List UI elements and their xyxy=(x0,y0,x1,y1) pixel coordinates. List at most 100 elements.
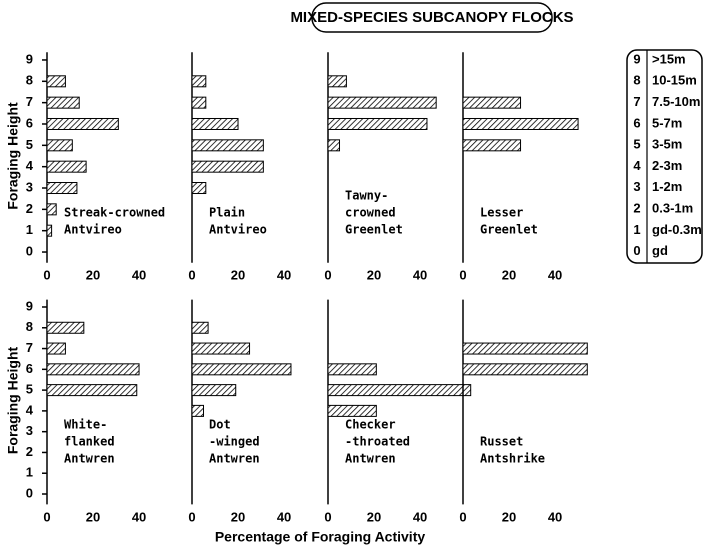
legend-label: 1-2m xyxy=(652,179,682,194)
chart-title: MIXED-SPECIES SUBCANOPY FLOCKS xyxy=(290,9,573,26)
bar xyxy=(327,363,377,376)
y-axis-label: Foraging Height xyxy=(5,347,21,455)
bar xyxy=(462,139,522,152)
panel-label: Plain xyxy=(209,206,245,220)
x-tick-label: 0 xyxy=(324,509,331,524)
y-tick-label: 3 xyxy=(26,179,33,194)
x-tick-label: 0 xyxy=(459,509,466,524)
panel-label: -winged xyxy=(209,435,260,449)
x-tick-label: 40 xyxy=(132,267,146,282)
legend-label: 5-7m xyxy=(652,115,682,130)
bar xyxy=(191,139,264,152)
bar xyxy=(46,224,53,237)
legend-code: 2 xyxy=(633,201,640,216)
x-tick-label: 40 xyxy=(132,509,146,524)
bar xyxy=(46,160,87,173)
y-tick-label: 8 xyxy=(26,73,33,88)
y-tick-label: 7 xyxy=(26,340,33,355)
bar xyxy=(327,384,472,397)
legend-code: 3 xyxy=(633,179,640,194)
bar xyxy=(462,342,588,355)
bar xyxy=(46,96,80,109)
legend-label: 10-15m xyxy=(652,73,697,88)
y-tick-label: 6 xyxy=(26,361,33,376)
x-tick-label: 40 xyxy=(548,509,562,524)
x-tick-label: 40 xyxy=(277,267,291,282)
bar xyxy=(327,404,377,417)
bar xyxy=(191,75,207,88)
bar xyxy=(46,75,66,88)
legend-code: 6 xyxy=(633,115,640,130)
panel-label: Russet xyxy=(480,435,523,449)
bar xyxy=(191,321,209,334)
x-axis-label: Percentage of Foraging Activity xyxy=(215,529,426,545)
x-tick-label: 20 xyxy=(367,267,381,282)
x-tick-label: 40 xyxy=(413,267,427,282)
bar xyxy=(191,384,237,397)
y-tick-label: 3 xyxy=(26,423,33,438)
y-tick-label: 0 xyxy=(26,485,33,500)
panel-label: crowned xyxy=(345,206,396,220)
x-tick-label: 20 xyxy=(502,509,516,524)
panel-label: Lesser xyxy=(480,206,523,220)
y-tick-label: 8 xyxy=(26,319,33,334)
x-tick-label: 20 xyxy=(86,509,100,524)
y-tick-label: 1 xyxy=(26,465,33,480)
panel-label: Tawny- xyxy=(345,189,388,203)
x-tick-label: 0 xyxy=(324,267,331,282)
bar xyxy=(462,96,522,109)
x-tick-label: 0 xyxy=(43,509,50,524)
bar xyxy=(327,96,437,109)
bar xyxy=(46,139,73,152)
bar xyxy=(46,363,140,376)
legend-label: 0.3-1m xyxy=(652,201,693,216)
bar xyxy=(46,117,119,130)
panel-label: Antwren xyxy=(64,452,115,466)
y-tick-label: 9 xyxy=(26,51,33,66)
x-tick-label: 0 xyxy=(188,267,195,282)
x-tick-label: 20 xyxy=(231,509,245,524)
bar xyxy=(191,182,207,195)
legend-code: 7 xyxy=(633,94,640,109)
panel-label: Checker xyxy=(345,418,396,432)
bar xyxy=(46,182,78,195)
y-tick-label: 0 xyxy=(26,243,33,258)
panel-label: Antshrike xyxy=(480,452,545,466)
bar xyxy=(191,117,239,130)
bar xyxy=(191,342,251,355)
y-tick-label: 1 xyxy=(26,222,33,237)
legend-code: 5 xyxy=(633,137,640,152)
legend-box xyxy=(626,49,703,264)
x-tick-label: 40 xyxy=(413,509,427,524)
panel-label: Antvireo xyxy=(64,223,122,237)
panel-label: Greenlet xyxy=(480,223,538,237)
panel-label: Greenlet xyxy=(345,223,403,237)
bar xyxy=(191,404,205,417)
panel-label: Antwren xyxy=(345,452,396,466)
bar xyxy=(46,342,66,355)
y-tick-label: 5 xyxy=(26,137,33,152)
x-tick-label: 0 xyxy=(459,267,466,282)
x-tick-label: 20 xyxy=(86,267,100,282)
x-tick-label: 20 xyxy=(367,509,381,524)
y-tick-label: 4 xyxy=(26,402,34,417)
bar xyxy=(46,203,57,216)
x-tick-label: 20 xyxy=(231,267,245,282)
bar xyxy=(327,139,341,152)
panel-label: -throated xyxy=(345,435,410,449)
legend-code: 0 xyxy=(633,243,640,258)
legend-label: 2-3m xyxy=(652,158,682,173)
x-tick-label: 0 xyxy=(188,509,195,524)
panel-label: Streak-crowned xyxy=(64,206,165,220)
bar xyxy=(462,363,588,376)
x-tick-label: 40 xyxy=(277,509,291,524)
y-tick-label: 4 xyxy=(26,158,34,173)
legend-label: >15m xyxy=(652,51,686,66)
bar xyxy=(191,160,264,173)
legend-label: 7.5-10m xyxy=(652,94,700,109)
panel-label: White- xyxy=(64,418,107,432)
x-tick-label: 40 xyxy=(548,267,562,282)
x-tick-label: 20 xyxy=(502,267,516,282)
legend-code: 8 xyxy=(633,73,640,88)
